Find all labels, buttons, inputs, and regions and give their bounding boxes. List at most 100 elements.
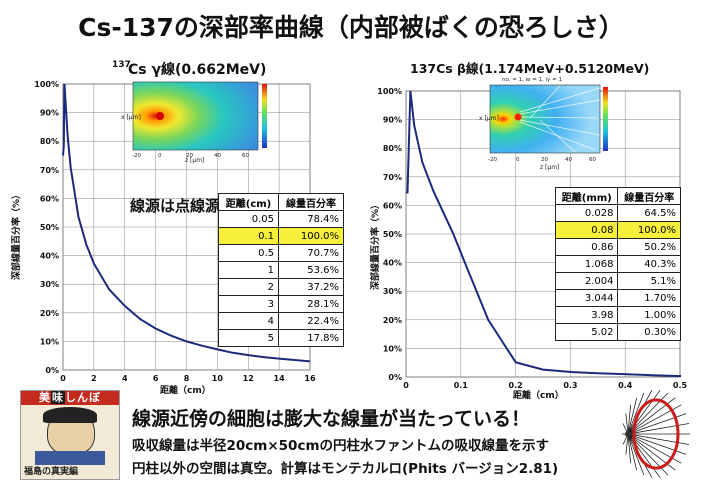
gamma-ytick-label: 100% bbox=[34, 80, 59, 89]
particle-track bbox=[625, 413, 629, 435]
table-row: 3.98 1.00% bbox=[554, 306, 681, 324]
beta-xtick-label: 0.4 bbox=[618, 381, 633, 390]
gamma-xtick-label: 16 bbox=[304, 374, 316, 383]
particle-track bbox=[627, 392, 645, 435]
table-cell: 1 bbox=[217, 261, 280, 279]
gamma-ytick-label: 80% bbox=[40, 137, 59, 146]
table-header-cell: 距離(cm) bbox=[217, 193, 280, 211]
page-title: Cs-137の深部率曲線（内部被ばくの恐ろしさ） bbox=[78, 13, 624, 42]
table-cell: 0.30% bbox=[617, 323, 681, 341]
particle-track bbox=[627, 433, 645, 476]
table-cell: 2.004 bbox=[554, 272, 619, 290]
beta-simulation-inset: no. = 1, ie = 1, iy = 1 x [μm] z [μm] -2… bbox=[479, 77, 608, 171]
particle-track bbox=[627, 390, 661, 435]
gamma-simulation-inset: x [μm] z [μm] -20 0 20 40 60 bbox=[121, 81, 267, 164]
table-row: 0.08 100.0% bbox=[554, 221, 681, 239]
particle-track bbox=[625, 433, 629, 455]
manga-title-char: ぼ bbox=[89, 391, 101, 404]
table-cell: 50.2% bbox=[617, 238, 681, 256]
manga-subtitle: 福島の真実編 bbox=[24, 467, 79, 477]
table-row: 0.028 64.5% bbox=[554, 204, 681, 222]
inset-header: no. = 1, ie = 1, iy = 1 bbox=[502, 77, 562, 83]
beta-ytick-label: 30% bbox=[383, 287, 402, 296]
manga-title-char: 美 bbox=[39, 391, 51, 404]
table-cell: 5.1% bbox=[617, 272, 681, 290]
table-header-cell: 線量百分率 bbox=[278, 193, 344, 211]
gamma-ylabel: 深部線量百分率（%） bbox=[10, 190, 22, 280]
inset-label-x: x [μm] bbox=[479, 115, 499, 122]
beta-ytick-label: 90% bbox=[383, 116, 402, 125]
beta-xtick-label: 0.2 bbox=[509, 381, 523, 390]
table-row: 0.86 50.2% bbox=[554, 238, 681, 256]
beta-ytick-label: 40% bbox=[383, 259, 402, 268]
gamma-ytick-label: 90% bbox=[40, 109, 59, 118]
gamma-ytick-label: 0% bbox=[45, 366, 59, 375]
gamma-ytick-label: 70% bbox=[40, 166, 59, 175]
table-cell: 2 bbox=[217, 278, 280, 296]
manga-title-char: ん bbox=[77, 391, 89, 404]
gamma-ytick-label: 20% bbox=[40, 309, 59, 318]
table-cell: 78.4% bbox=[278, 210, 344, 228]
gamma-ytick-label: 30% bbox=[40, 280, 59, 289]
table-header-row: 距離(cm) 線量百分率 bbox=[217, 193, 344, 211]
particle-track bbox=[627, 397, 638, 435]
table-header-row: 距離(mm) 線量百分率 bbox=[554, 187, 681, 205]
table-row: 4 22.4% bbox=[217, 312, 344, 330]
table-cell: 1.00% bbox=[617, 306, 681, 324]
gamma-xtick-label: 8 bbox=[184, 374, 190, 383]
table-cell: 0.08 bbox=[554, 221, 619, 239]
table-cell: 100.0% bbox=[278, 227, 344, 245]
beta-ytick-label: 80% bbox=[383, 144, 402, 153]
beta-xtick-label: 0.3 bbox=[563, 381, 577, 390]
table-row: 1 53.6% bbox=[217, 261, 344, 279]
gamma-xtick-label: 2 bbox=[91, 374, 97, 383]
table-cell: 0.86 bbox=[554, 238, 619, 256]
inset-tick: 60 bbox=[589, 157, 596, 163]
particle-track bbox=[627, 404, 631, 435]
beta-xtick-label: 0 bbox=[403, 381, 409, 390]
table-row: 3 28.1% bbox=[217, 295, 344, 313]
table-cell: 1.70% bbox=[617, 289, 681, 307]
beta-ytick-label: 60% bbox=[383, 201, 402, 210]
gamma-dose-table: 距離(cm) 線量百分率 0.05 78.4% 0.1 100.0% 0.5 70.7% 1 53… bbox=[217, 193, 344, 347]
table-cell: 3.98 bbox=[554, 306, 619, 324]
beta-xtick-label: 0.5 bbox=[673, 381, 688, 390]
beta-ytick-label: 50% bbox=[383, 230, 402, 239]
beta-ytick-label: 0% bbox=[388, 373, 402, 382]
inset-label-x: x [μm] bbox=[121, 114, 141, 121]
beta-ytick-label: 10% bbox=[383, 344, 402, 353]
table-row: 1.068 40.3% bbox=[554, 255, 681, 273]
table-cell: 64.5% bbox=[617, 204, 681, 222]
beta-xlabel: 距離（cm） bbox=[513, 389, 564, 401]
table-row: 3.044 1.70% bbox=[554, 289, 681, 307]
gamma-xtick-label: 0 bbox=[60, 374, 66, 383]
gamma-xtick-label: 10 bbox=[212, 374, 224, 383]
inset-label-z: z [μm] bbox=[185, 157, 204, 164]
table-row: 5.02 0.30% bbox=[554, 323, 681, 341]
particle-track bbox=[627, 433, 661, 478]
table-row: 0.1 100.0% bbox=[217, 227, 344, 245]
table-cell: 100.0% bbox=[617, 221, 681, 239]
inset-tick: -20 bbox=[488, 157, 497, 163]
inset-tick: 40 bbox=[214, 153, 221, 159]
table-cell: 3 bbox=[217, 295, 280, 313]
manga-title-char: し bbox=[65, 391, 77, 404]
table-cell: 3.044 bbox=[554, 289, 619, 307]
table-row: 2.004 5.1% bbox=[554, 272, 681, 290]
manga-title-char: 味 bbox=[51, 391, 65, 404]
inset-tick: 20 bbox=[186, 153, 193, 159]
gamma-series-line bbox=[62, 83, 311, 363]
table-header-cell: 距離(mm) bbox=[554, 187, 619, 205]
table-cell: 0.5 bbox=[217, 244, 280, 262]
table-cell: 0.05 bbox=[217, 210, 280, 228]
gamma-ytick-label: 60% bbox=[40, 194, 59, 203]
table-cell: 0.1 bbox=[217, 227, 280, 245]
inset-tick: 20 bbox=[541, 157, 548, 163]
beta-ytick-label: 70% bbox=[383, 173, 402, 182]
inset-tick: 40 bbox=[565, 157, 572, 163]
manga-cover-image: 美味しんぼ 福島の真実編 bbox=[20, 390, 120, 480]
beta-dose-table: 距離(mm) 線量百分率 0.028 64.5% 0.08 100.0% 0.86 50.2%… bbox=[554, 187, 681, 341]
table-cell: 4 bbox=[217, 312, 280, 330]
table-cell: 22.4% bbox=[278, 312, 344, 330]
table-row: 0.05 78.4% bbox=[217, 210, 344, 228]
